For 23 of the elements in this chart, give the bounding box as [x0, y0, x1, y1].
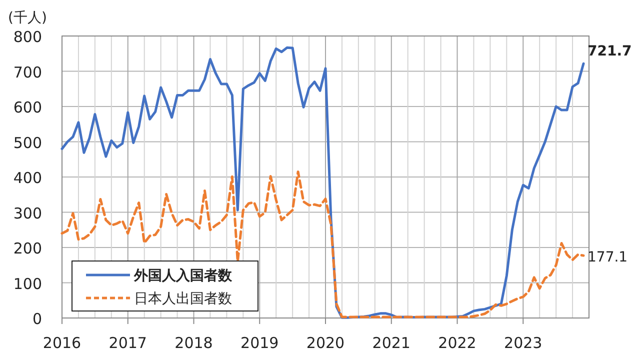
- x-tick-label: 2022: [438, 334, 476, 352]
- x-tick-label: 2017: [108, 334, 147, 352]
- y-tick-label: 500: [13, 134, 42, 152]
- y-tick-label: 300: [13, 204, 42, 222]
- x-tick-label: 2019: [240, 334, 279, 352]
- x-tick-label: 2020: [306, 334, 345, 352]
- y-tick-label: 800: [13, 28, 42, 46]
- x-tick-label: 2021: [372, 334, 410, 352]
- y-tick-label: 600: [13, 98, 42, 116]
- legend-label: 日本人出国者数: [134, 291, 232, 307]
- x-tick-label: 2018: [174, 334, 213, 352]
- annotation: 177.1: [588, 250, 628, 266]
- legend-label: 外国人入国者数: [133, 268, 233, 284]
- line-series: [60, 170, 585, 318]
- y-axis-title: (千人): [8, 10, 47, 26]
- y-tick-label: 700: [13, 63, 42, 82]
- x-tick-label: 2023: [504, 334, 542, 352]
- annotation: 721.7: [588, 44, 632, 60]
- y-tick-label: 200: [13, 240, 42, 258]
- y-tick-label: 400: [13, 169, 42, 187]
- x-tick-label: 2016: [42, 334, 82, 352]
- y-tick-label: 0: [32, 310, 42, 328]
- y-tick-label: 100: [13, 274, 42, 293]
